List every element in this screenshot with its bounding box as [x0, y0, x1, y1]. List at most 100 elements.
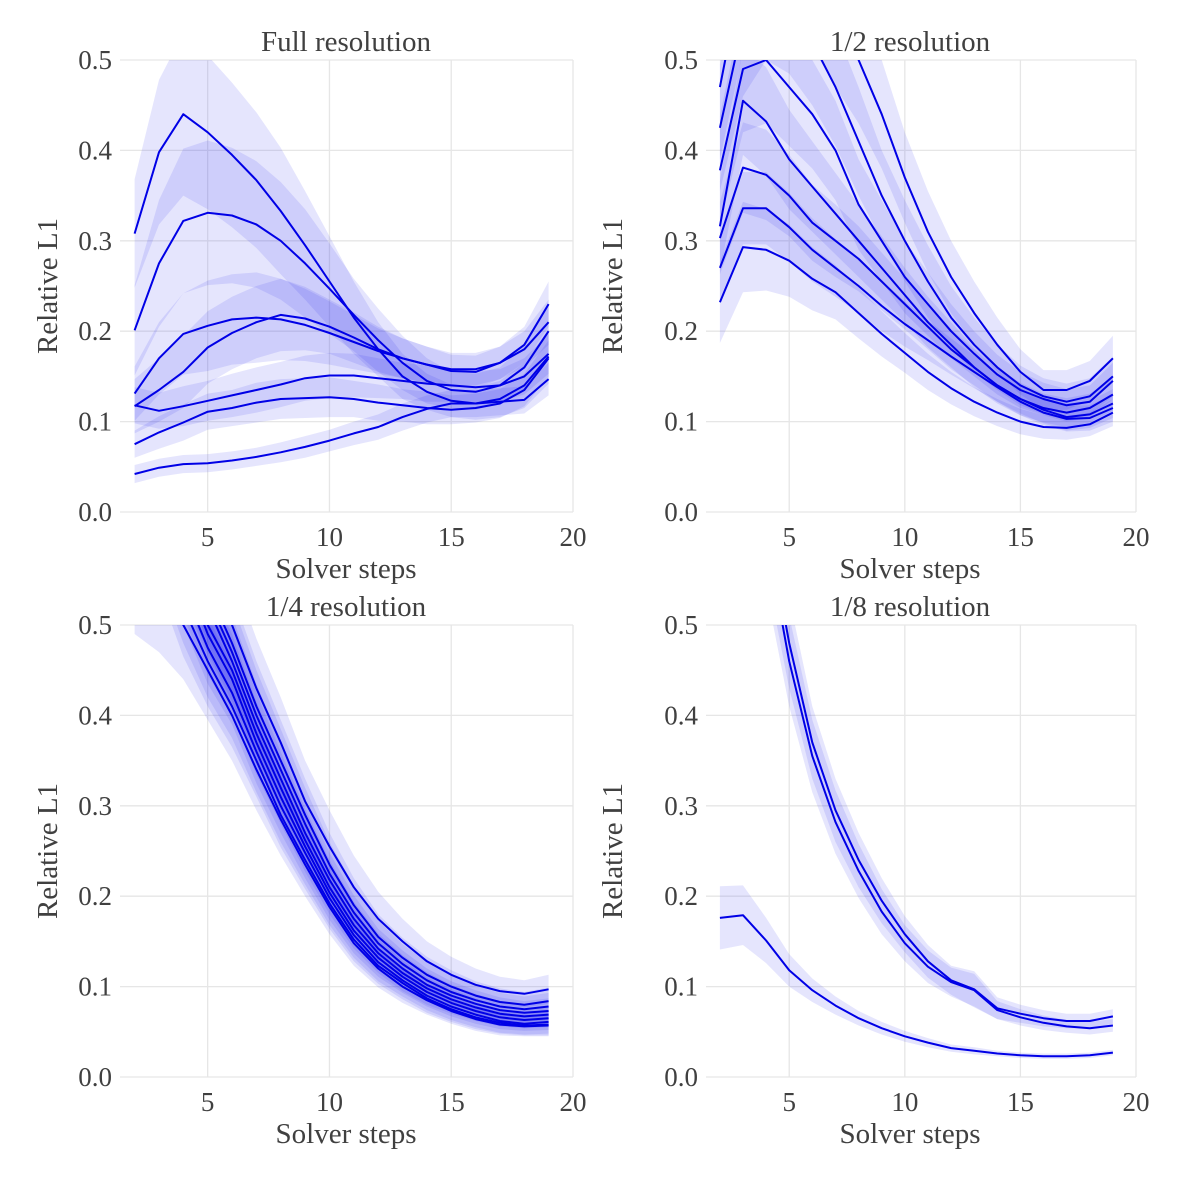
series-line-s3 — [218, 625, 549, 1011]
panel-eighth-resolution: 1/8 resolution Solver steps Relative L1 … — [597, 591, 1150, 1150]
confidence-band-s2 — [773, 625, 1113, 1035]
y-tick-label: 0.4 — [78, 135, 112, 165]
confidence-band-s9 — [134, 625, 549, 1037]
confidence-band-s6 — [719, 172, 1113, 432]
series-line-s5 — [206, 625, 549, 1018]
panel-quarter-resolution: 1/4 resolution Solver steps Relative L1 … — [32, 591, 587, 1150]
y-tick-label: 0.4 — [664, 135, 698, 165]
x-tick-label: 20 — [560, 1087, 587, 1117]
plot-area — [718, 60, 1114, 440]
y-tick-label: 0.3 — [664, 791, 698, 821]
series-line-s4 — [214, 625, 549, 1014]
confidence-band-s3 — [719, 60, 1113, 422]
y-tick-label: 0.0 — [78, 497, 112, 527]
series-line-s2 — [222, 625, 549, 1006]
y-tick-label: 0.2 — [664, 316, 698, 346]
x-tick-label: 15 — [438, 522, 465, 552]
y-tick-label: 0.3 — [78, 226, 112, 256]
x-tick-label: 5 — [201, 1087, 215, 1117]
confidence-band-s2 — [134, 140, 549, 410]
y-tick-label: 0.4 — [78, 700, 112, 730]
panel-title: 1/4 resolution — [266, 591, 427, 623]
series-line-s8 — [190, 625, 549, 1027]
x-axis-label: Solver steps — [276, 553, 417, 585]
y-tick-label: 0.2 — [664, 881, 698, 911]
series-line-s6 — [203, 625, 549, 1021]
y-tick-label: 0.0 — [664, 497, 698, 527]
panel-title: Full resolution — [261, 26, 431, 58]
y-tick-label: 0.2 — [78, 316, 112, 346]
series-line-s1 — [230, 625, 549, 995]
series-line-s2 — [133, 211, 550, 393]
series-line-s3 — [719, 914, 1114, 1058]
series-line-s7 — [197, 625, 549, 1025]
x-tick-label: 5 — [201, 522, 215, 552]
y-axis-label: Relative L1 — [32, 218, 64, 354]
y-tick-label: 0.3 — [78, 791, 112, 821]
x-tick-label: 10 — [891, 1087, 918, 1117]
confidence-band-s5 — [134, 333, 549, 429]
series-line-s3 — [133, 303, 550, 395]
x-axis-label: Solver steps — [840, 553, 981, 585]
confidence-band-s4 — [134, 278, 549, 434]
series-line-s4 — [718, 99, 1114, 414]
confidence-band-s1 — [134, 60, 549, 420]
y-tick-label: 0.5 — [664, 45, 698, 75]
series-line-s5 — [718, 166, 1114, 419]
plot-area — [134, 625, 549, 1037]
x-tick-label: 10 — [316, 1087, 343, 1117]
series-line-s9 — [182, 625, 549, 1028]
confidence-band-s7 — [719, 201, 1113, 440]
y-tick-label: 0.5 — [78, 610, 112, 640]
confidence-band-s3 — [719, 885, 1113, 1059]
y-tick-label: 0.1 — [664, 972, 698, 1002]
y-tick-label: 0.3 — [664, 226, 698, 256]
y-tick-label: 0.1 — [78, 972, 112, 1002]
y-tick-label: 0.5 — [664, 610, 698, 640]
series-line-s6 — [134, 357, 550, 446]
y-axis-label: Relative L1 — [597, 218, 629, 354]
x-tick-label: 20 — [560, 522, 587, 552]
x-tick-label: 15 — [1007, 522, 1034, 552]
y-tick-label: 0.2 — [78, 881, 112, 911]
confidence-band-s3 — [134, 272, 549, 421]
x-tick-label: 20 — [1123, 522, 1150, 552]
panel-title: 1/2 resolution — [830, 26, 991, 58]
grid — [706, 59, 1137, 513]
series-line-s3 — [718, 60, 1114, 407]
series-line-s7 — [134, 378, 550, 475]
series-line-s5 — [134, 353, 550, 412]
series-line-s1 — [718, 60, 1114, 391]
x-tick-label: 10 — [891, 522, 918, 552]
y-tick-label: 0.1 — [664, 407, 698, 437]
series-line-s2 — [718, 60, 1114, 403]
x-tick-label: 5 — [782, 1087, 796, 1117]
grid — [706, 624, 1137, 1078]
x-tick-label: 20 — [1123, 1087, 1150, 1117]
grid — [120, 624, 574, 1078]
y-tick-label: 0.1 — [78, 407, 112, 437]
confidence-band-s1 — [719, 60, 1113, 410]
plot-area — [133, 60, 550, 484]
x-tick-label: 15 — [1007, 1087, 1034, 1117]
series-line-s4 — [134, 313, 550, 408]
x-tick-label: 5 — [782, 522, 796, 552]
x-axis-label: Solver steps — [840, 1118, 981, 1150]
y-tick-label: 0.4 — [664, 700, 698, 730]
y-axis-label: Relative L1 — [597, 783, 629, 919]
y-axis-label: Relative L1 — [32, 783, 64, 919]
grid — [120, 59, 574, 513]
x-axis-label: Solver steps — [276, 1118, 417, 1150]
x-tick-label: 10 — [316, 522, 343, 552]
confidence-band-s4 — [719, 60, 1113, 427]
series-line-s7 — [718, 246, 1114, 429]
series-line-s6 — [718, 207, 1114, 420]
series-line-s1 — [784, 625, 1114, 1022]
panel-full-resolution: Full resolution Solver steps Relative L1… — [32, 26, 587, 585]
y-tick-label: 0.5 — [78, 45, 112, 75]
series-line-s2 — [781, 625, 1114, 1030]
panel-half-resolution: 1/2 resolution Solver steps Relative L1 … — [597, 26, 1150, 585]
confidence-band-s1 — [209, 625, 549, 1008]
y-tick-label: 0.0 — [78, 1062, 112, 1092]
y-tick-label: 0.0 — [664, 1062, 698, 1092]
